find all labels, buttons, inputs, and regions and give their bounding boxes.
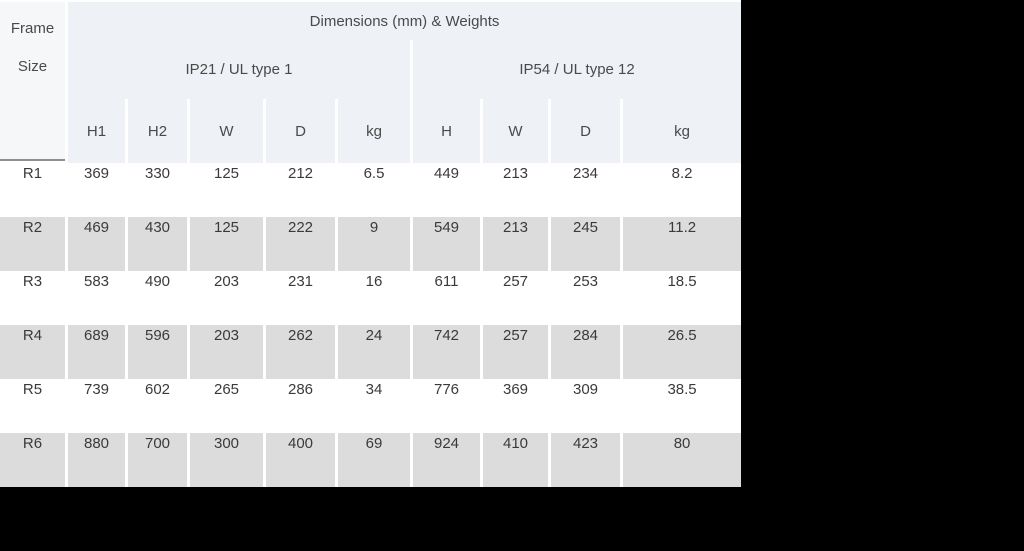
cell: 125 bbox=[187, 163, 263, 217]
frame-size-header-box: Frame Size bbox=[0, 2, 65, 161]
cell: 234 bbox=[548, 163, 620, 217]
cell: 449 bbox=[410, 163, 480, 217]
frame-label: R6 bbox=[0, 433, 65, 487]
cell: 924 bbox=[410, 433, 480, 487]
table-title: Dimensions (mm) & Weights bbox=[65, 0, 742, 40]
cell: 549 bbox=[410, 217, 480, 271]
frame-label: R2 bbox=[0, 217, 65, 271]
table-row: R3 583 490 203 231 16 611 257 253 18.5 bbox=[0, 271, 742, 325]
group-header-ip21: IP21 / UL type 1 bbox=[65, 40, 410, 99]
cell: 212 bbox=[263, 163, 335, 217]
cell: 26.5 bbox=[620, 325, 742, 379]
col-header-w-ip21: W bbox=[187, 99, 263, 163]
col-header-kg-ip54: kg bbox=[620, 99, 742, 163]
frame-label: R1 bbox=[0, 163, 65, 217]
cell: 245 bbox=[548, 217, 620, 271]
cell: 583 bbox=[65, 271, 125, 325]
cell: 125 bbox=[187, 217, 263, 271]
cell: 34 bbox=[335, 379, 410, 433]
cell: 330 bbox=[125, 163, 187, 217]
cell: 257 bbox=[480, 325, 548, 379]
frame-size-header-line2: Size bbox=[17, 58, 48, 75]
cell: 11.2 bbox=[620, 217, 742, 271]
col-header-d-ip54: D bbox=[548, 99, 620, 163]
cell: 739 bbox=[65, 379, 125, 433]
cell: 286 bbox=[263, 379, 335, 433]
cell: 410 bbox=[480, 433, 548, 487]
cell: 300 bbox=[187, 433, 263, 487]
frame-size-header-line1: Frame bbox=[10, 20, 55, 37]
cell: 80 bbox=[620, 433, 742, 487]
cell: 602 bbox=[125, 379, 187, 433]
cell: 231 bbox=[263, 271, 335, 325]
cell: 9 bbox=[335, 217, 410, 271]
cell: 69 bbox=[335, 433, 410, 487]
col-header-kg-ip21: kg bbox=[335, 99, 410, 163]
col-header-w-ip54: W bbox=[480, 99, 548, 163]
frame-label: R4 bbox=[0, 325, 65, 379]
cell: 596 bbox=[125, 325, 187, 379]
table-row: R4 689 596 203 262 24 742 257 284 26.5 bbox=[0, 325, 742, 379]
table-row: R2 469 430 125 222 9 549 213 245 11.2 bbox=[0, 217, 742, 271]
cell: 18.5 bbox=[620, 271, 742, 325]
frame-size-header: Frame Size bbox=[0, 0, 65, 163]
cell: 203 bbox=[187, 271, 263, 325]
cell: 262 bbox=[263, 325, 335, 379]
col-header-h-ip54: H bbox=[410, 99, 480, 163]
cell: 284 bbox=[548, 325, 620, 379]
cell: 880 bbox=[65, 433, 125, 487]
dimensions-weights-table: Frame Size Dimensions (mm) & Weights IP2… bbox=[0, 0, 742, 487]
cell: 24 bbox=[335, 325, 410, 379]
cell: 6.5 bbox=[335, 163, 410, 217]
cell: 742 bbox=[410, 325, 480, 379]
col-header-h2: H2 bbox=[125, 99, 187, 163]
cell: 469 bbox=[65, 217, 125, 271]
cell: 369 bbox=[65, 163, 125, 217]
col-header-h1: H1 bbox=[65, 99, 125, 163]
cell: 38.5 bbox=[620, 379, 742, 433]
cell: 400 bbox=[263, 433, 335, 487]
cell: 203 bbox=[187, 325, 263, 379]
col-header-d-ip21: D bbox=[263, 99, 335, 163]
cell: 490 bbox=[125, 271, 187, 325]
cell: 213 bbox=[480, 217, 548, 271]
table-row: R6 880 700 300 400 69 924 410 423 80 bbox=[0, 433, 742, 487]
cell: 700 bbox=[125, 433, 187, 487]
cell: 213 bbox=[480, 163, 548, 217]
table-row: R5 739 602 265 286 34 776 369 309 38.5 bbox=[0, 379, 742, 433]
cell: 423 bbox=[548, 433, 620, 487]
cell: 689 bbox=[65, 325, 125, 379]
cell: 430 bbox=[125, 217, 187, 271]
cell: 8.2 bbox=[620, 163, 742, 217]
frame-label: R3 bbox=[0, 271, 65, 325]
cell: 16 bbox=[335, 271, 410, 325]
cell: 369 bbox=[480, 379, 548, 433]
cell: 265 bbox=[187, 379, 263, 433]
frame-label: R5 bbox=[0, 379, 65, 433]
group-header-ip54: IP54 / UL type 12 bbox=[410, 40, 742, 99]
cell: 611 bbox=[410, 271, 480, 325]
table-row: R1 369 330 125 212 6.5 449 213 234 8.2 bbox=[0, 163, 742, 217]
cell: 776 bbox=[410, 379, 480, 433]
cell: 253 bbox=[548, 271, 620, 325]
cell: 257 bbox=[480, 271, 548, 325]
cell: 309 bbox=[548, 379, 620, 433]
cell: 222 bbox=[263, 217, 335, 271]
